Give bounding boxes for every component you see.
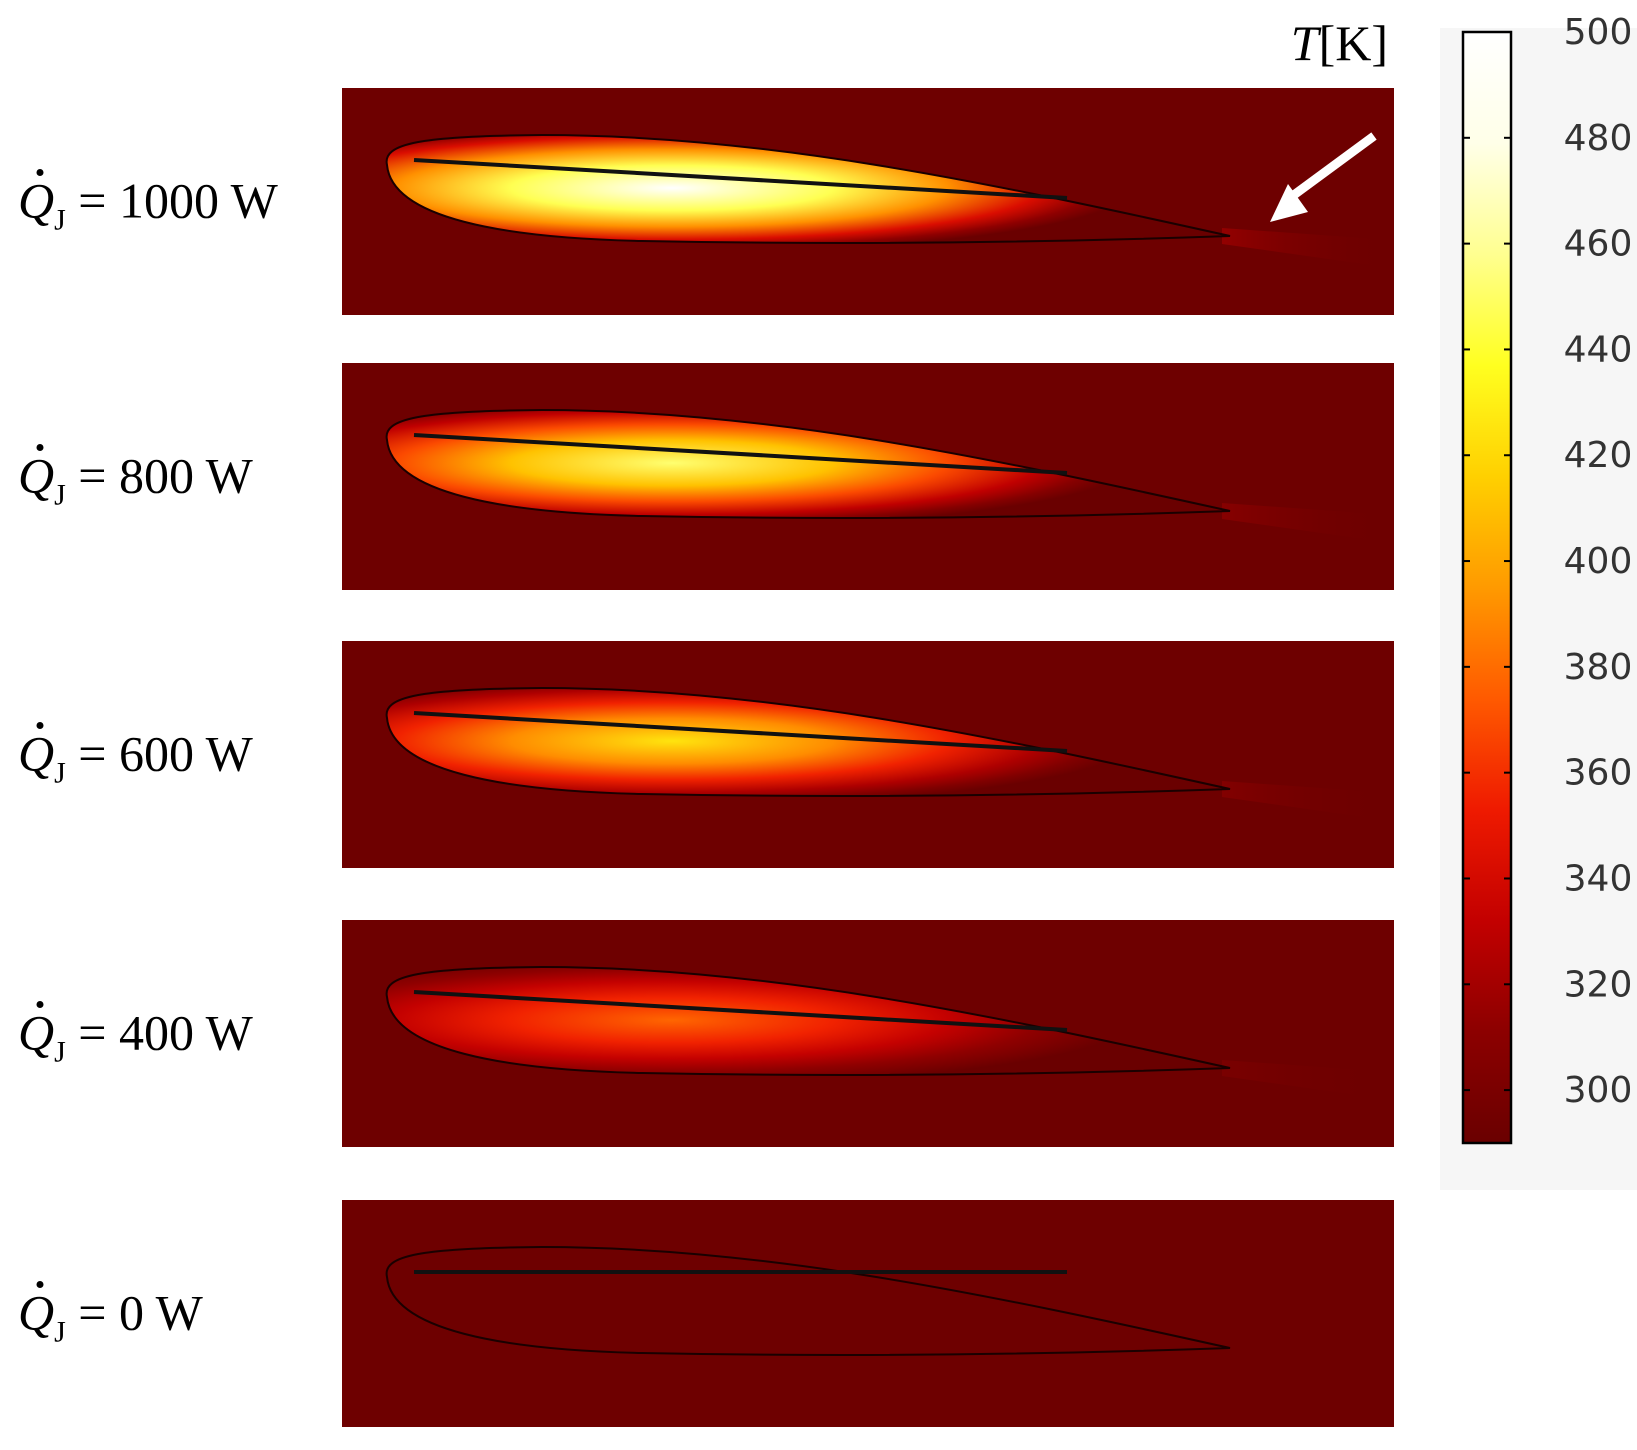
colorbar-gradient (1461, 30, 1513, 1145)
thermal-wake (1222, 1060, 1392, 1100)
label-value: = 1000 W (66, 173, 279, 229)
svg-text:QJ = 0 W: QJ = 0 W (18, 1285, 204, 1349)
colorbar: T[K] 300 320 340 360 380 400 420 440 460 480 500 (1291, 12, 1637, 1190)
airfoil-outline (385, 133, 1231, 245)
dot-accent (36, 722, 44, 729)
colorbar-tick-label: 300 (1564, 1070, 1633, 1111)
airfoil-outline (385, 1245, 1231, 1357)
dot-accent (36, 1281, 44, 1288)
panel-label: QJ = 400 W (18, 1001, 254, 1069)
label-subscript: J (54, 479, 66, 512)
label-value: = 600 W (66, 726, 254, 782)
svg-text:QJ = 1000 W: QJ = 1000 W (18, 173, 279, 237)
panel-label: QJ = 0 W (18, 1281, 204, 1349)
label-value: = 400 W (66, 1005, 254, 1061)
panel (342, 1200, 1394, 1427)
airfoil-outline (385, 965, 1231, 1077)
colorbar-tick-label: 400 (1564, 541, 1633, 582)
colorbar-tick-label: 360 (1564, 753, 1633, 794)
label-value: = 0 W (66, 1285, 204, 1341)
panel (342, 641, 1394, 868)
label-subscript: J (54, 1316, 66, 1349)
dot-accent (36, 169, 44, 176)
panel (342, 920, 1394, 1147)
airfoil-section (386, 410, 1231, 519)
label-variable: Q (18, 1285, 54, 1341)
thermal-wake (1222, 228, 1392, 268)
heater-line (413, 433, 1068, 475)
colorbar-title-unit: [K] (1319, 15, 1388, 71)
panel (342, 363, 1394, 590)
colorbar-tick-label: 340 (1564, 858, 1633, 899)
label-subscript: J (54, 1036, 66, 1069)
label-variable: Q (18, 1005, 54, 1061)
panel-label: QJ = 600 W (18, 722, 254, 790)
airfoil-outline (385, 408, 1231, 520)
colorbar-tick-label: 440 (1564, 329, 1633, 370)
panel (342, 88, 1394, 315)
colorbar-ticks: 300 320 340 360 380 400 420 440 460 480 500 (1463, 12, 1632, 1111)
airfoil-outline (385, 686, 1231, 798)
colorbar-tick-label: 380 (1564, 647, 1633, 688)
label-variable: Q (18, 726, 54, 782)
label-subscript: J (54, 204, 66, 237)
colorbar-tick-label: 460 (1564, 224, 1633, 265)
dot-accent (36, 444, 44, 451)
colorbar-tick-label: 420 (1564, 435, 1633, 476)
label-subscript: J (54, 757, 66, 790)
thermal-wake (1222, 503, 1392, 543)
airfoil-section (386, 135, 1231, 244)
heater-line (413, 711, 1068, 753)
svg-text:QJ = 600 W: QJ = 600 W (18, 726, 254, 790)
airfoil-section (386, 1247, 1231, 1356)
label-variable: Q (18, 448, 54, 504)
colorbar-title: T[K] (1291, 15, 1388, 71)
label-value: = 800 W (66, 448, 254, 504)
panel-label: QJ = 800 W (18, 444, 254, 512)
svg-text:QJ = 800 W: QJ = 800 W (18, 448, 254, 512)
panel-label: QJ = 1000 W (18, 169, 279, 237)
arrow-icon (1270, 132, 1377, 222)
heater-line (413, 990, 1068, 1032)
label-variable: Q (18, 173, 54, 229)
colorbar-tick-label: 320 (1564, 964, 1633, 1005)
svg-text:QJ = 400 W: QJ = 400 W (18, 1005, 254, 1069)
airfoil-section (386, 967, 1231, 1076)
colorbar-title-symbol: T (1291, 15, 1322, 71)
colorbar-tick-label: 480 (1564, 118, 1633, 159)
airfoil-section (386, 688, 1231, 797)
panel-stack (342, 88, 1394, 1427)
heater-line (413, 158, 1068, 200)
colorbar-tick-label: 500 (1564, 12, 1633, 53)
thermal-wake (1222, 781, 1392, 821)
dot-accent (36, 1001, 44, 1008)
